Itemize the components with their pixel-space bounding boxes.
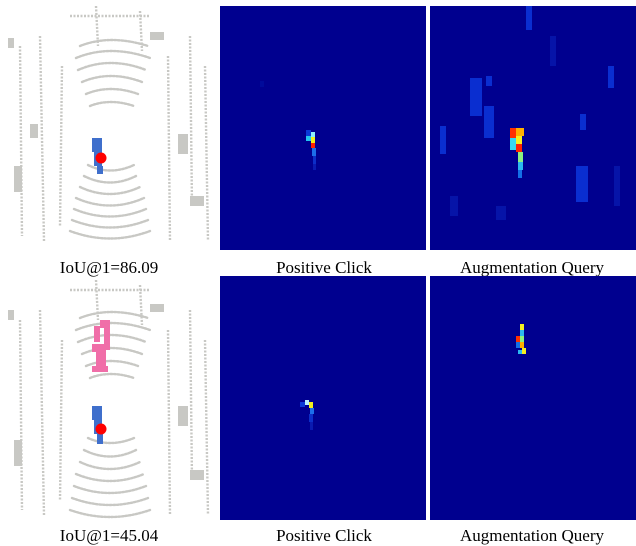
augmentation-query-caption-row2: Augmentation Query bbox=[460, 526, 604, 545]
augmentation-query-heatmap-row1 bbox=[430, 6, 636, 250]
point-cloud-panel-row1 bbox=[0, 6, 218, 246]
point-cloud-row2 bbox=[0, 280, 218, 520]
iou-caption-row2: IoU@1=45.04 bbox=[59, 526, 159, 545]
point-cloud-row1 bbox=[0, 6, 218, 246]
heatmap-augmentation-query-row2 bbox=[430, 276, 636, 520]
heatmap-positive-click-row2 bbox=[220, 276, 426, 520]
augmentation-query-heatmap-row2 bbox=[430, 276, 636, 520]
iou-caption-row1: IoU@1=86.09 bbox=[59, 258, 159, 277]
augmentation-query-caption-row1: Augmentation Query bbox=[460, 258, 604, 277]
positive-click-heatmap-row2 bbox=[220, 276, 426, 520]
click-marker-row2 bbox=[95, 423, 107, 435]
positive-click-heatmap-row1 bbox=[220, 6, 426, 250]
heatmap-augmentation-query-row1 bbox=[430, 6, 636, 250]
positive-click-caption-row1: Positive Click bbox=[276, 258, 372, 277]
heatmap-positive-click-row1 bbox=[220, 6, 426, 250]
point-cloud-panel-row2 bbox=[0, 280, 218, 520]
click-marker-row1 bbox=[95, 152, 107, 164]
positive-click-caption-row2: Positive Click bbox=[276, 526, 372, 545]
